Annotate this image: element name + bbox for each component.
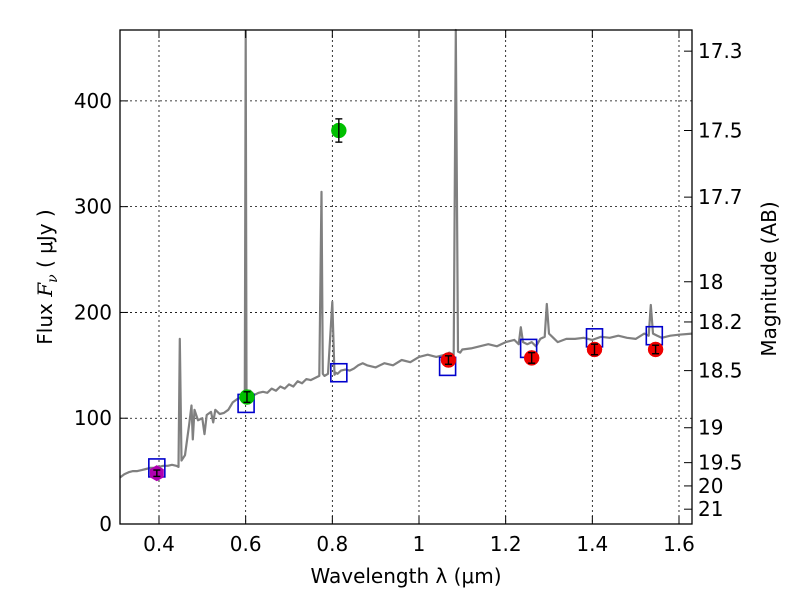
y2-tick-label-4: 18.2	[698, 310, 743, 334]
x-tick-label-2: 0.8	[316, 532, 348, 556]
y-axis-title-var: F	[33, 282, 57, 298]
x-tick-label-4: 1.2	[490, 532, 522, 556]
y-tick-label-2: 200	[74, 300, 112, 324]
plot-data	[119, 28, 693, 482]
x-axis-title: Wavelength λ (μm)	[310, 564, 501, 588]
y2-tick-label-3: 18	[698, 270, 723, 294]
x-tick-label-1: 0.6	[230, 532, 262, 556]
y2-tick-label-7: 19.5	[698, 451, 743, 475]
x-tick-label-3: 1	[413, 532, 426, 556]
x-tick-label-6: 1.6	[663, 532, 695, 556]
grid	[120, 30, 692, 525]
y-tick-label-0: 0	[99, 512, 112, 536]
y-tick-label-4: 400	[74, 89, 112, 113]
y2-tick-label-9: 21	[698, 497, 723, 521]
spectrum-line	[119, 28, 693, 479]
y-tick-label-1: 100	[74, 406, 112, 430]
y-tick-label-3: 300	[74, 195, 112, 219]
y2-tick-label-6: 19	[698, 416, 723, 440]
ticks: 0.4 0.6 0.8 1 1.2 1.4 1.6 0 100 200 300 400 17.3 17.5…	[74, 30, 743, 556]
plot-frame	[119, 29, 693, 525]
y-axis-title-prefix: Flux	[33, 297, 57, 345]
y-axis-title: Flux Fν ( μJy )	[33, 209, 61, 344]
y-axis-title-sub: ν	[45, 274, 61, 283]
y2-axis-title: Magnitude (AB)	[757, 201, 781, 356]
x-tick-label-5: 1.4	[576, 532, 608, 556]
y2-tick-label-0: 17.3	[698, 39, 743, 63]
x-tick-label-0: 0.4	[143, 532, 175, 556]
y-axis-title-unit: ( μJy )	[33, 209, 57, 274]
y2-tick-label-5: 18.5	[698, 359, 743, 383]
y2-tick-label-2: 17.7	[698, 185, 743, 209]
y2-tick-label-8: 20	[698, 474, 723, 498]
y2-tick-label-1: 17.5	[698, 118, 743, 142]
model-photometry-square-2	[330, 362, 348, 383]
